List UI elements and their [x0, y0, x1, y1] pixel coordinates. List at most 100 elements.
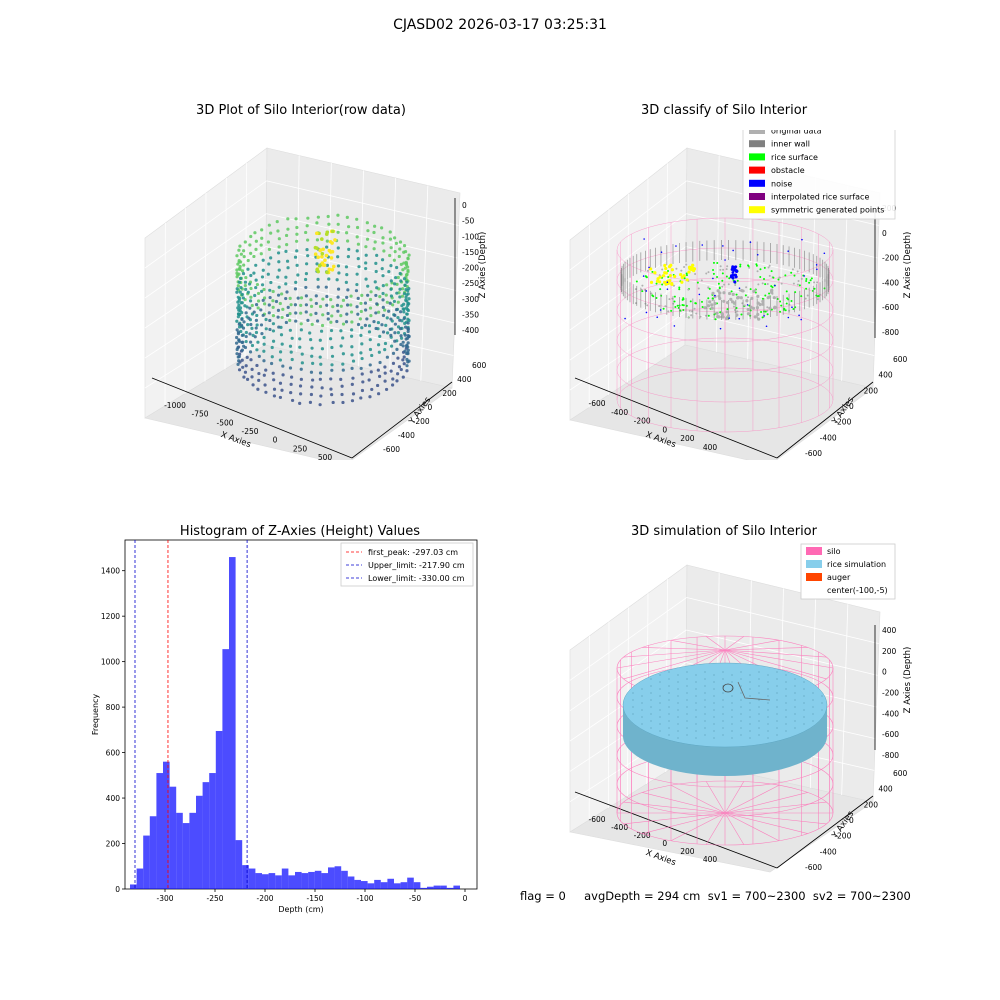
histogram-bar: [156, 773, 163, 889]
plot1-x-tick: -500: [216, 418, 233, 427]
histogram-bar: [354, 879, 361, 889]
histogram-bar: [176, 812, 183, 889]
plot4-rice-mesh: [632, 671, 823, 739]
plot2-legend-swatch: [749, 130, 765, 134]
plot1-y-tick: -600: [383, 445, 400, 454]
plot4-z-tick: 200: [882, 647, 897, 656]
plot1-z-tick: -100: [462, 232, 479, 241]
plot2-y-axis-line: [776, 381, 874, 459]
histogram-y-tick-label: 1000: [101, 658, 120, 667]
plot2-y-tick: -600: [805, 449, 822, 458]
histogram-bar: [130, 884, 137, 889]
plot1-z-tick: 0: [462, 201, 467, 210]
plot2-legend-swatch: [749, 179, 765, 187]
plot2-legend-label: interpolated rice surface: [771, 193, 869, 202]
plot4-y-tick: 0: [849, 816, 854, 825]
histogram-y-tick-label: 600: [106, 749, 121, 758]
plot4-y-tick: -600: [805, 863, 822, 872]
plot1-z-tick: -300: [462, 295, 479, 304]
histogram-legend-label: Lower_limit: -330.00 cm: [368, 574, 465, 583]
plot4-z-tick: 0: [882, 668, 887, 677]
plot2-x-tick: 200: [680, 434, 695, 443]
plot4-auger-arm: [737, 681, 771, 701]
histogram-bar: [255, 873, 262, 889]
histogram-bar: [281, 868, 289, 889]
histogram-x-tick-label: -300: [156, 894, 173, 903]
histogram-bar: [163, 761, 170, 889]
histogram-bar: [427, 886, 434, 889]
plot4-x-axis-line: [574, 791, 778, 869]
histogram-bar: [202, 782, 210, 889]
plot4-x-tick: -400: [611, 823, 628, 832]
histogram-y-label: Frequency: [91, 694, 100, 736]
plot4-legend-swatch: [806, 560, 822, 568]
plot4-z-tick: -200: [882, 689, 899, 698]
histogram-bar: [262, 874, 269, 889]
histogram-legend-label: Upper_limit: -217.90 cm: [368, 561, 465, 570]
plot1-y-tick: 600: [472, 361, 487, 370]
histogram-y-tick-label: 0: [115, 885, 120, 894]
plot4-legend-swatch: [806, 547, 822, 555]
histogram-bar: [314, 870, 322, 889]
plot4-legend-label: center(-100,-5): [827, 586, 888, 595]
plot2-x-tick: -200: [634, 417, 651, 426]
plot2-x-tick: 400: [703, 443, 718, 452]
plot4-legend-swatch: [806, 573, 822, 581]
plot2-x-axis-line: [574, 377, 778, 459]
histogram-x-tick-label: 0: [463, 894, 468, 903]
plot2-z-tick: -400: [882, 278, 899, 287]
plot1-y-tick: -200: [413, 417, 430, 426]
plot2-legend: original data inner wall rice surface obsta…: [742, 130, 896, 220]
plot1-z-tick: -200: [462, 264, 479, 273]
plot1-y-tick: 400: [457, 375, 472, 384]
plot2-z-tick: -800: [882, 328, 899, 337]
plot4-title: 3D simulation of Silo Interior: [631, 524, 817, 539]
plot2-y-tick: 200: [864, 386, 879, 395]
histogram-bar: [400, 882, 408, 889]
plot1-z-tick: -50: [462, 217, 474, 226]
plot2-legend-swatch: [749, 206, 765, 214]
plot4-legend: silo rice simulation auger center(-100,-5): [800, 543, 896, 600]
histogram-legend-box: [340, 542, 474, 587]
histogram-y-tick-label: 800: [106, 703, 121, 712]
plot2-legend-label: original data: [771, 130, 822, 136]
plot2-legend-label: obstacle: [771, 166, 805, 175]
histogram-x-tick-label: -250: [206, 894, 223, 903]
plot2-legend-swatch: [749, 193, 765, 200]
histogram-y-tick-label: 1200: [101, 612, 120, 621]
plot4-y-tick: 400: [878, 785, 893, 794]
plot2-z-tick: -200: [882, 254, 899, 263]
plot4-y-tick: 600: [893, 769, 908, 778]
histogram-plot: -300 -250 -200 -150 -100 -50 0 0 200 400 600 800 100…: [91, 539, 478, 914]
histogram-bar: [453, 885, 460, 889]
plot1-z-tick: -150: [462, 248, 479, 257]
histogram-y-tick-label: 200: [106, 840, 121, 849]
histogram-bar: [169, 786, 177, 889]
histogram-x-tick-label: -150: [306, 894, 323, 903]
plot1-x-tick: 0: [273, 436, 278, 445]
plot1-y-tick: -400: [398, 431, 415, 440]
histogram-bar: [248, 868, 256, 889]
plot2-title: 3D classify of Silo Interior: [640, 103, 808, 118]
histogram-bar: [143, 835, 150, 889]
histogram-bar: [446, 887, 454, 889]
plot1-title: 3D Plot of Silo Interior(row data): [196, 103, 406, 118]
histogram-bar: [361, 881, 368, 889]
histogram-bar: [440, 885, 447, 889]
histogram-bar: [413, 882, 421, 889]
plot4-legend-label: rice simulation: [827, 560, 886, 569]
plot4-x-tick: 0: [662, 839, 667, 848]
plot1-x-axis-line: [151, 377, 353, 459]
plot1-x-tick: -250: [241, 427, 258, 436]
histogram-bar: [380, 882, 388, 889]
plot2-x-tick: -400: [611, 408, 628, 417]
histogram-legend-label: first_peak: -297.03 cm: [368, 548, 458, 557]
histogram-bar: [420, 887, 427, 889]
plot4-x-tick: -600: [588, 815, 605, 824]
histogram-bar: [182, 823, 190, 889]
plot4-rice-surface: [622, 662, 828, 748]
plot2-legend-label: noise: [771, 179, 792, 188]
histogram-bar: [275, 875, 282, 889]
plot1-x-tick: 500: [318, 453, 333, 460]
plot4-z-label: Z Axies (Depth): [903, 647, 913, 714]
